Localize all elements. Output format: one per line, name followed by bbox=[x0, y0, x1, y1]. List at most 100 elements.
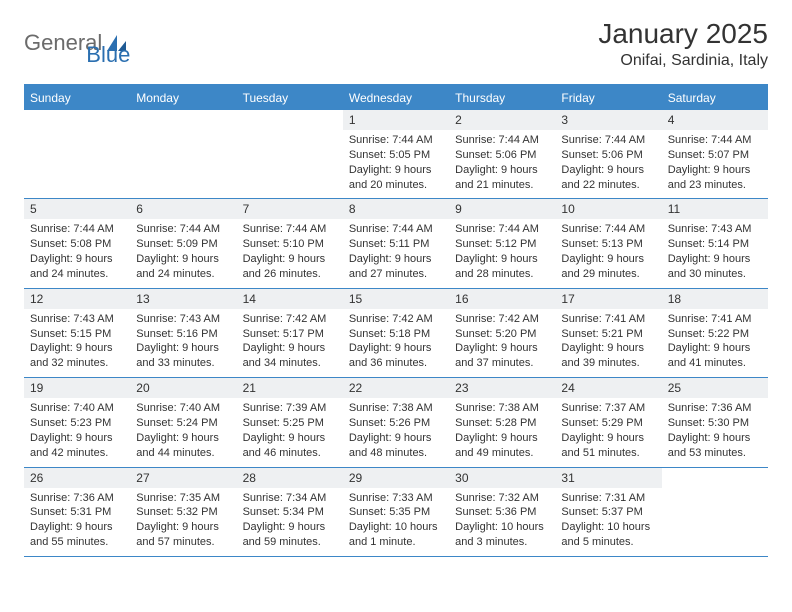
calendar-cell: 11Sunrise: 7:43 AMSunset: 5:14 PMDayligh… bbox=[662, 199, 768, 287]
day-details: Sunrise: 7:35 AMSunset: 5:32 PMDaylight:… bbox=[130, 488, 236, 556]
day-number: 31 bbox=[555, 468, 661, 488]
calendar-cell: 9Sunrise: 7:44 AMSunset: 5:12 PMDaylight… bbox=[449, 199, 555, 287]
calendar-cell: 18Sunrise: 7:41 AMSunset: 5:22 PMDayligh… bbox=[662, 289, 768, 377]
calendar-cell: 21Sunrise: 7:39 AMSunset: 5:25 PMDayligh… bbox=[237, 378, 343, 466]
calendar-cell: 14Sunrise: 7:42 AMSunset: 5:17 PMDayligh… bbox=[237, 289, 343, 377]
day-number: 23 bbox=[449, 378, 555, 398]
day-number: 4 bbox=[662, 110, 768, 130]
calendar-cell: 13Sunrise: 7:43 AMSunset: 5:16 PMDayligh… bbox=[130, 289, 236, 377]
day-details: Sunrise: 7:39 AMSunset: 5:25 PMDaylight:… bbox=[237, 398, 343, 466]
week-row: 12Sunrise: 7:43 AMSunset: 5:15 PMDayligh… bbox=[24, 289, 768, 378]
day-number: 21 bbox=[237, 378, 343, 398]
day-number: 9 bbox=[449, 199, 555, 219]
day-details: Sunrise: 7:44 AMSunset: 5:09 PMDaylight:… bbox=[130, 219, 236, 287]
calendar-cell: 4Sunrise: 7:44 AMSunset: 5:07 PMDaylight… bbox=[662, 110, 768, 198]
day-details: Sunrise: 7:40 AMSunset: 5:24 PMDaylight:… bbox=[130, 398, 236, 466]
day-number: 20 bbox=[130, 378, 236, 398]
calendar-cell: 24Sunrise: 7:37 AMSunset: 5:29 PMDayligh… bbox=[555, 378, 661, 466]
day-details: Sunrise: 7:44 AMSunset: 5:08 PMDaylight:… bbox=[24, 219, 130, 287]
title-block: January 2025 Onifai, Sardinia, Italy bbox=[598, 18, 768, 70]
header: General Blue January 2025 Onifai, Sardin… bbox=[24, 18, 768, 70]
week-row: 5Sunrise: 7:44 AMSunset: 5:08 PMDaylight… bbox=[24, 199, 768, 288]
calendar-cell: 20Sunrise: 7:40 AMSunset: 5:24 PMDayligh… bbox=[130, 378, 236, 466]
week-row: 19Sunrise: 7:40 AMSunset: 5:23 PMDayligh… bbox=[24, 378, 768, 467]
day-details: Sunrise: 7:37 AMSunset: 5:29 PMDaylight:… bbox=[555, 398, 661, 466]
day-details: Sunrise: 7:38 AMSunset: 5:26 PMDaylight:… bbox=[343, 398, 449, 466]
day-details: Sunrise: 7:31 AMSunset: 5:37 PMDaylight:… bbox=[555, 488, 661, 556]
day-number: 28 bbox=[237, 468, 343, 488]
calendar-cell: . bbox=[130, 110, 236, 198]
day-number: 24 bbox=[555, 378, 661, 398]
day-details: Sunrise: 7:41 AMSunset: 5:22 PMDaylight:… bbox=[662, 309, 768, 377]
calendar-cell: 5Sunrise: 7:44 AMSunset: 5:08 PMDaylight… bbox=[24, 199, 130, 287]
day-number: 27 bbox=[130, 468, 236, 488]
day-details: Sunrise: 7:33 AMSunset: 5:35 PMDaylight:… bbox=[343, 488, 449, 556]
calendar-cell: 30Sunrise: 7:32 AMSunset: 5:36 PMDayligh… bbox=[449, 468, 555, 556]
dow-friday: Friday bbox=[555, 86, 661, 110]
day-details: Sunrise: 7:41 AMSunset: 5:21 PMDaylight:… bbox=[555, 309, 661, 377]
dow-monday: Monday bbox=[130, 86, 236, 110]
day-details: Sunrise: 7:38 AMSunset: 5:28 PMDaylight:… bbox=[449, 398, 555, 466]
day-details: Sunrise: 7:44 AMSunset: 5:13 PMDaylight:… bbox=[555, 219, 661, 287]
day-number: 17 bbox=[555, 289, 661, 309]
day-details: Sunrise: 7:44 AMSunset: 5:05 PMDaylight:… bbox=[343, 130, 449, 198]
brand-word2: Blue bbox=[86, 42, 130, 68]
week-row: 26Sunrise: 7:36 AMSunset: 5:31 PMDayligh… bbox=[24, 468, 768, 557]
day-number: 8 bbox=[343, 199, 449, 219]
calendar-cell: 2Sunrise: 7:44 AMSunset: 5:06 PMDaylight… bbox=[449, 110, 555, 198]
day-number: 6 bbox=[130, 199, 236, 219]
day-number: 19 bbox=[24, 378, 130, 398]
month-title: January 2025 bbox=[598, 18, 768, 50]
calendar: SundayMondayTuesdayWednesdayThursdayFrid… bbox=[24, 84, 768, 557]
calendar-cell: 23Sunrise: 7:38 AMSunset: 5:28 PMDayligh… bbox=[449, 378, 555, 466]
calendar-cell: 3Sunrise: 7:44 AMSunset: 5:06 PMDaylight… bbox=[555, 110, 661, 198]
day-details: Sunrise: 7:44 AMSunset: 5:11 PMDaylight:… bbox=[343, 219, 449, 287]
day-details: Sunrise: 7:44 AMSunset: 5:06 PMDaylight:… bbox=[555, 130, 661, 198]
brand-logo: General Blue bbox=[24, 18, 130, 68]
day-details: Sunrise: 7:43 AMSunset: 5:15 PMDaylight:… bbox=[24, 309, 130, 377]
calendar-cell: 27Sunrise: 7:35 AMSunset: 5:32 PMDayligh… bbox=[130, 468, 236, 556]
day-number: 30 bbox=[449, 468, 555, 488]
dow-sunday: Sunday bbox=[24, 86, 130, 110]
day-number: 2 bbox=[449, 110, 555, 130]
calendar-cell: . bbox=[237, 110, 343, 198]
calendar-cell: 16Sunrise: 7:42 AMSunset: 5:20 PMDayligh… bbox=[449, 289, 555, 377]
day-number: 3 bbox=[555, 110, 661, 130]
day-details: Sunrise: 7:36 AMSunset: 5:30 PMDaylight:… bbox=[662, 398, 768, 466]
day-number: 5 bbox=[24, 199, 130, 219]
day-number: 7 bbox=[237, 199, 343, 219]
calendar-cell: . bbox=[662, 468, 768, 556]
calendar-cell: . bbox=[24, 110, 130, 198]
calendar-cell: 17Sunrise: 7:41 AMSunset: 5:21 PMDayligh… bbox=[555, 289, 661, 377]
week-row: ...1Sunrise: 7:44 AMSunset: 5:05 PMDayli… bbox=[24, 110, 768, 199]
calendar-cell: 10Sunrise: 7:44 AMSunset: 5:13 PMDayligh… bbox=[555, 199, 661, 287]
calendar-cell: 12Sunrise: 7:43 AMSunset: 5:15 PMDayligh… bbox=[24, 289, 130, 377]
calendar-cell: 26Sunrise: 7:36 AMSunset: 5:31 PMDayligh… bbox=[24, 468, 130, 556]
day-number: 12 bbox=[24, 289, 130, 309]
day-number: 10 bbox=[555, 199, 661, 219]
day-details: Sunrise: 7:34 AMSunset: 5:34 PMDaylight:… bbox=[237, 488, 343, 556]
day-details: Sunrise: 7:44 AMSunset: 5:06 PMDaylight:… bbox=[449, 130, 555, 198]
day-number: 11 bbox=[662, 199, 768, 219]
day-number: 14 bbox=[237, 289, 343, 309]
day-number: 25 bbox=[662, 378, 768, 398]
calendar-cell: 6Sunrise: 7:44 AMSunset: 5:09 PMDaylight… bbox=[130, 199, 236, 287]
dow-thursday: Thursday bbox=[449, 86, 555, 110]
day-details: Sunrise: 7:42 AMSunset: 5:17 PMDaylight:… bbox=[237, 309, 343, 377]
calendar-cell: 29Sunrise: 7:33 AMSunset: 5:35 PMDayligh… bbox=[343, 468, 449, 556]
day-of-week-row: SundayMondayTuesdayWednesdayThursdayFrid… bbox=[24, 86, 768, 110]
day-details: Sunrise: 7:42 AMSunset: 5:18 PMDaylight:… bbox=[343, 309, 449, 377]
calendar-cell: 7Sunrise: 7:44 AMSunset: 5:10 PMDaylight… bbox=[237, 199, 343, 287]
calendar-cell: 31Sunrise: 7:31 AMSunset: 5:37 PMDayligh… bbox=[555, 468, 661, 556]
dow-saturday: Saturday bbox=[662, 86, 768, 110]
day-details: Sunrise: 7:43 AMSunset: 5:16 PMDaylight:… bbox=[130, 309, 236, 377]
day-details: Sunrise: 7:32 AMSunset: 5:36 PMDaylight:… bbox=[449, 488, 555, 556]
day-number: 16 bbox=[449, 289, 555, 309]
calendar-cell: 25Sunrise: 7:36 AMSunset: 5:30 PMDayligh… bbox=[662, 378, 768, 466]
dow-wednesday: Wednesday bbox=[343, 86, 449, 110]
dow-tuesday: Tuesday bbox=[237, 86, 343, 110]
calendar-cell: 19Sunrise: 7:40 AMSunset: 5:23 PMDayligh… bbox=[24, 378, 130, 466]
day-details: Sunrise: 7:44 AMSunset: 5:10 PMDaylight:… bbox=[237, 219, 343, 287]
day-details: Sunrise: 7:44 AMSunset: 5:07 PMDaylight:… bbox=[662, 130, 768, 198]
day-number: 29 bbox=[343, 468, 449, 488]
